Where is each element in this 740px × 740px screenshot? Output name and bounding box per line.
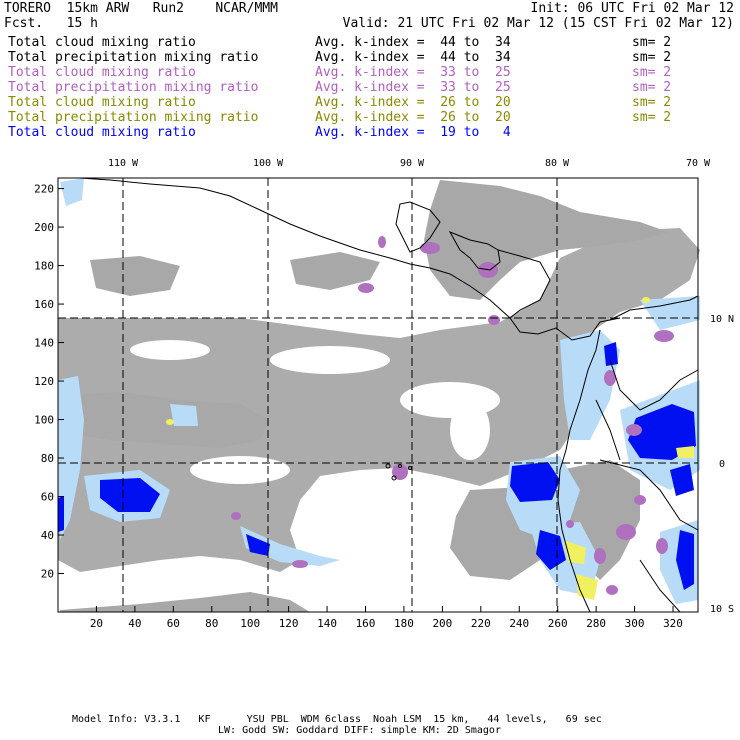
legend-row-field: Total precipitation mixing ratio — [8, 80, 259, 95]
legend-row-kindex: Avg. k-index = 44 to 34 — [315, 50, 511, 65]
x-tick-label: 320 — [663, 617, 683, 630]
y-tick-label: 200 — [34, 221, 54, 234]
graticule — [58, 178, 698, 612]
legend-row-sm: sm= 2 — [632, 35, 672, 50]
x-tick-label: 220 — [471, 617, 491, 630]
header-model-title: TORERO 15km ARW Run2 NCAR/MMM — [4, 1, 278, 16]
y-tick-label: 80 — [41, 452, 54, 465]
blue-cloud-field — [58, 342, 696, 590]
map-frame — [57, 177, 699, 613]
x-tick-label: 60 — [167, 617, 180, 630]
legend-row-field: Total cloud mixing ratio — [8, 125, 196, 140]
legend-row-field: Total cloud mixing ratio — [8, 95, 196, 110]
x-tick-label: 200 — [432, 617, 452, 630]
legend-row-field: Total precipitation mixing ratio — [8, 110, 259, 125]
axis-ticks — [58, 188, 674, 612]
y-tick-label: 140 — [34, 337, 54, 350]
legend-row-field: Total cloud mixing ratio — [8, 35, 196, 50]
y-tick-label: 40 — [41, 529, 54, 542]
latitude-label: 0 — [719, 459, 725, 470]
coastlines — [58, 177, 699, 613]
x-tick-label: 180 — [394, 617, 414, 630]
header-init-time: Init: 06 UTC Fri 02 Mar 12 — [530, 1, 735, 16]
x-tick-label: 160 — [356, 617, 376, 630]
y-tick-label: 160 — [34, 298, 54, 311]
footer-model-info: Model Info: V3.3.1 KF YSU PBL WDM 6class… — [72, 714, 602, 725]
header-valid-time: Valid: 21 UTC Fri 02 Mar 12 (15 CST Fri … — [342, 16, 734, 31]
geo-labels: 110 W 100 W 90 W 80 W 70 W 10 N 0 10 S — [108, 158, 734, 615]
longitude-label: 80 W — [545, 158, 570, 169]
x-tick-label: 300 — [625, 617, 645, 630]
latitude-label: 10 S — [710, 604, 734, 615]
legend-row-kindex: Avg. k-index = 33 to 25 — [315, 80, 511, 95]
longitude-label: 100 W — [253, 158, 284, 169]
legend-row-kindex: Avg. k-index = 44 to 34 — [315, 35, 511, 50]
purple-cloud-field — [231, 236, 674, 595]
legend-row-kindex: Avg. k-index = 19 to 4 — [315, 125, 511, 140]
y-tick-label: 20 — [41, 568, 54, 581]
legend-row-kindex: Avg. k-index = 26 to 20 — [315, 110, 511, 125]
y-tick-label: 100 — [34, 414, 54, 427]
legend-row-sm: sm= 2 — [632, 95, 672, 110]
x-tick-label: 140 — [317, 617, 337, 630]
x-tick-label: 80 — [205, 617, 218, 630]
legend-row-sm: sm= 2 — [632, 50, 672, 65]
y-tick-label: 120 — [34, 375, 54, 388]
y-tick-label: 60 — [41, 491, 54, 504]
x-tick-label: 20 — [90, 617, 103, 630]
footer-physics-info: LW: Godd SW: Goddard DIFF: simple KM: 2D… — [218, 725, 501, 736]
x-tick-label: 40 — [128, 617, 141, 630]
legend-row-kindex: Avg. k-index = 26 to 20 — [315, 95, 511, 110]
legend-row-sm: sm= 2 — [632, 80, 672, 95]
longitude-label: 110 W — [108, 158, 139, 169]
y-tick-label: 220 — [34, 183, 54, 196]
legend-row-field: Total precipitation mixing ratio — [8, 50, 259, 65]
legend-row-kindex: Avg. k-index = 33 to 25 — [315, 65, 511, 80]
latitude-label: 10 N — [710, 314, 734, 325]
y-tick-label: 180 — [34, 260, 54, 273]
header-forecast-hour: Fcst. 15 h — [4, 16, 98, 31]
x-tick-label: 240 — [509, 617, 529, 630]
x-tick-label: 280 — [586, 617, 606, 630]
longitude-label: 90 W — [400, 158, 425, 169]
longitude-label: 70 W — [686, 158, 711, 169]
axis-tick-labels: 20 40 60 80 100 120 140 160 180 200 220 20 40 60 80 100… — [34, 183, 683, 630]
x-tick-label: 120 — [279, 617, 299, 630]
legend-row-field: Total cloud mixing ratio — [8, 65, 196, 80]
legend-row-sm: sm= 2 — [632, 65, 672, 80]
legend-row-sm: sm= 2 — [632, 110, 672, 125]
x-tick-label: 100 — [240, 617, 260, 630]
x-tick-label: 260 — [548, 617, 568, 630]
